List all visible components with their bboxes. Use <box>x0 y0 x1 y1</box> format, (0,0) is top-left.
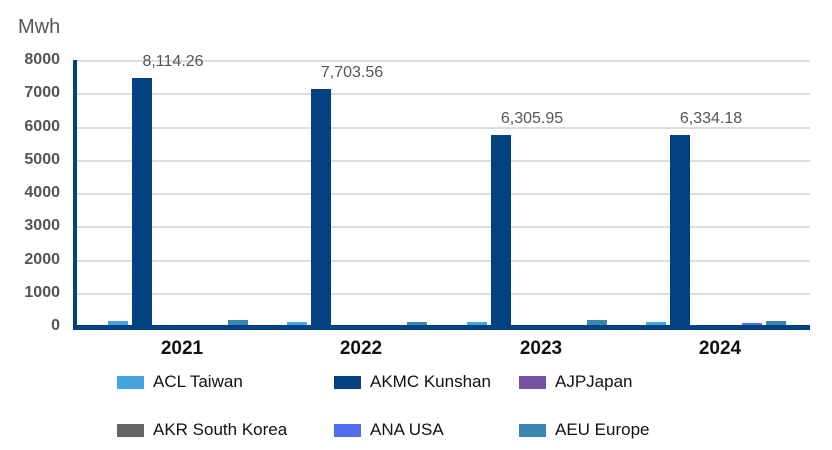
total-label: 8,114.26 <box>142 52 204 70</box>
legend-item[interactable]: AKMC Kunshan <box>334 372 491 392</box>
bar-ana-usa-2024 <box>742 323 762 327</box>
legend-swatch <box>519 375 546 389</box>
gridline <box>77 60 810 62</box>
gridline <box>77 126 810 129</box>
bar-acl-taiwan-2024 <box>646 321 666 327</box>
legend-label: AKR South Korea <box>153 420 288 439</box>
y-axis-unit: Mwh <box>18 16 61 38</box>
bar-acl-taiwan-2022 <box>287 321 307 327</box>
y-tick-label: 1000 <box>24 283 60 301</box>
legend-swatch <box>519 423 546 437</box>
gridline <box>77 259 810 262</box>
x-tick-label: 2024 <box>698 338 742 359</box>
bar-acl-taiwan-2023 <box>467 321 487 327</box>
x-tick-label: 2021 <box>160 338 204 359</box>
bar-aeu-europe-2021 <box>228 320 248 327</box>
y-tick-label: 5000 <box>24 150 60 168</box>
gridline <box>77 159 810 162</box>
bar-akmc-kunshan-2022 <box>311 89 331 327</box>
legend-label: AKMC Kunshan <box>370 372 491 391</box>
legend-label: AJPJapan <box>555 372 633 391</box>
bar-aeu-europe-2022 <box>407 321 427 327</box>
y-tick-label: 4000 <box>24 184 60 201</box>
bar-akmc-kunshan-2024 <box>670 135 690 327</box>
y-tick-label: 8000 <box>24 51 60 68</box>
x-tick-label: 2023 <box>519 338 563 359</box>
y-tick-label: 3000 <box>24 217 60 235</box>
legend-swatch <box>117 423 144 437</box>
x-axis-line <box>73 325 810 330</box>
y-tick-label: 2000 <box>24 250 60 268</box>
gridline <box>77 226 810 229</box>
y-tick-label: 7000 <box>24 84 60 102</box>
bar-akmc-kunshan-2023 <box>491 135 511 327</box>
y-tick-label: 0 <box>51 317 60 334</box>
x-tick-label: 2022 <box>339 338 383 359</box>
total-label: 6,334.18 <box>679 110 743 128</box>
legend-swatch <box>117 375 144 389</box>
legend-swatch <box>334 423 361 437</box>
y-tick-label: 6000 <box>24 117 60 135</box>
total-label: 7,703.56 <box>320 64 384 82</box>
y-axis-line <box>73 60 77 330</box>
gridline <box>77 292 810 295</box>
bar-akmc-kunshan-2021 <box>132 77 152 327</box>
bar-aeu-europe-2023 <box>587 320 607 327</box>
legend-swatch <box>334 375 361 389</box>
legend-item[interactable]: AKR South Korea <box>117 420 287 440</box>
bar-acl-taiwan-2021 <box>108 321 128 327</box>
legend-item[interactable]: AJPJapan <box>519 372 633 392</box>
legend-item[interactable]: ANA USA <box>334 420 444 440</box>
legend-label: AEU Europe <box>555 420 650 439</box>
total-label: 6,305.95 <box>500 110 564 128</box>
legend-item[interactable]: AEU Europe <box>519 420 650 440</box>
legend-label: ACL Taiwan <box>153 372 243 391</box>
legend-item[interactable]: ACL Taiwan <box>117 372 243 392</box>
gridline <box>77 193 810 195</box>
gridline <box>77 93 810 96</box>
legend-label: ANA USA <box>370 420 444 439</box>
bar-aeu-europe-2024 <box>766 320 786 327</box>
